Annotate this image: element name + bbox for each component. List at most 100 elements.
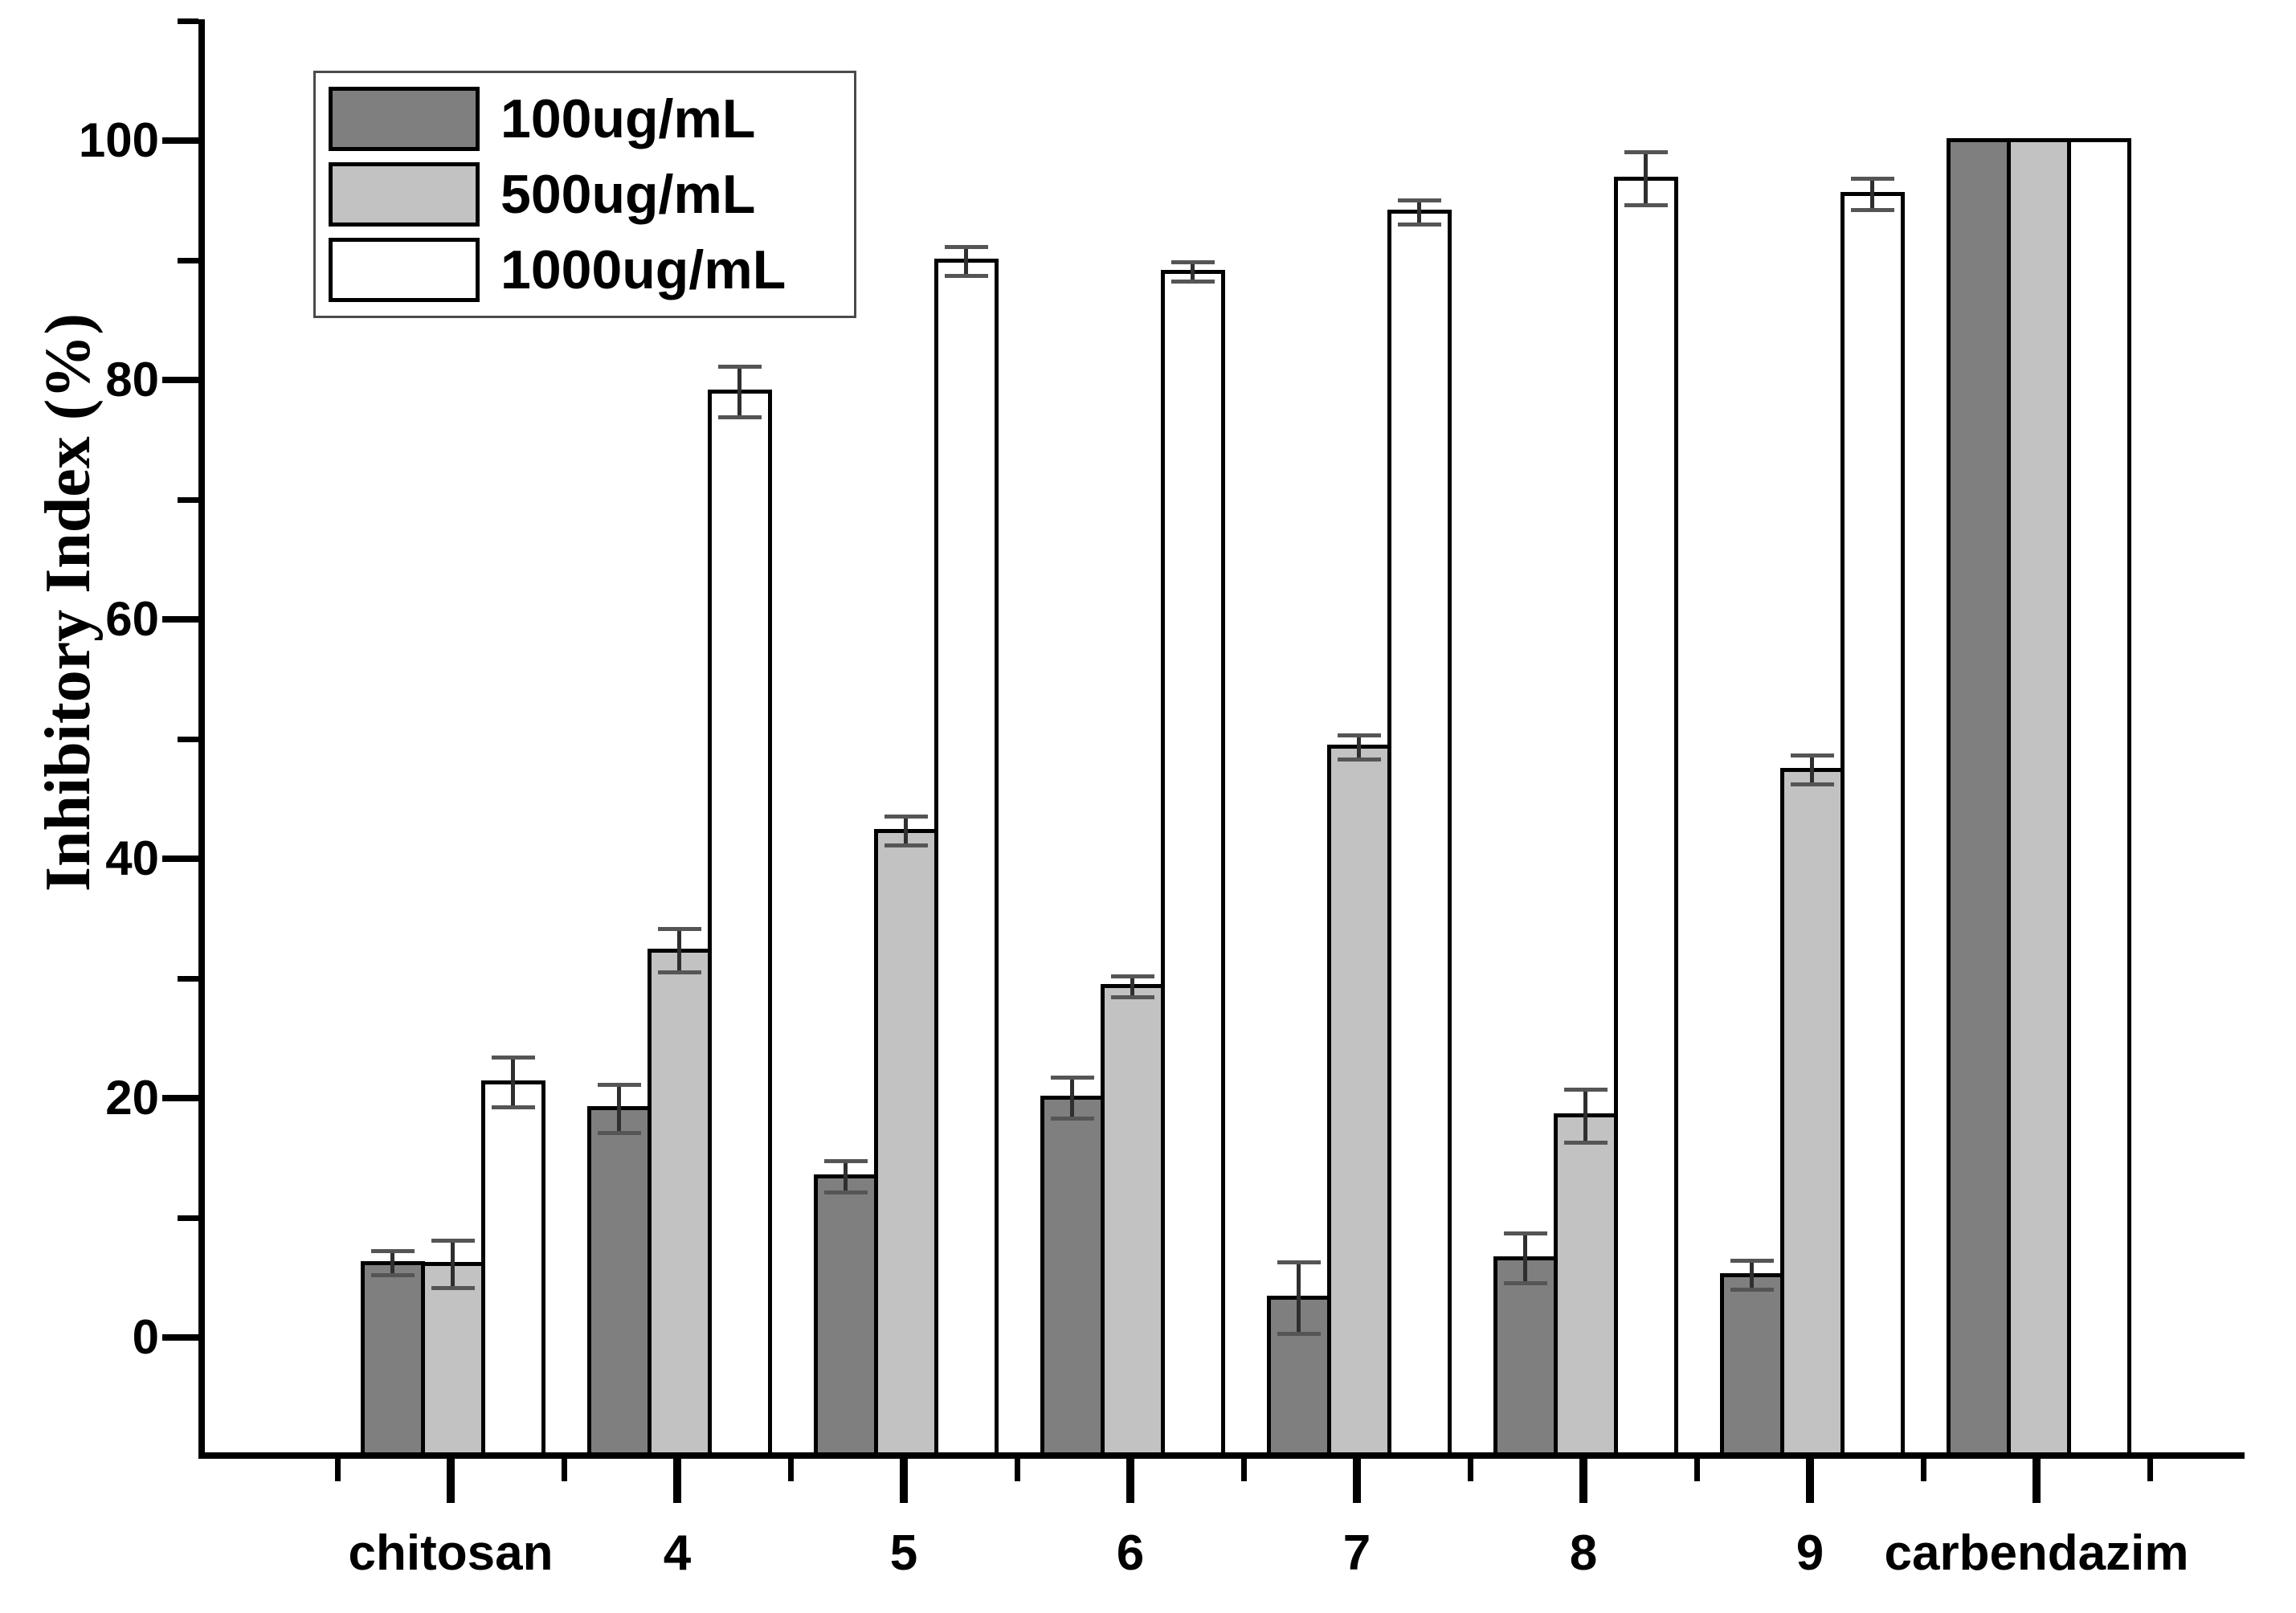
error-bar-line	[617, 1084, 621, 1133]
error-bar-line	[1191, 262, 1195, 282]
error-bar-cap-top	[657, 927, 701, 932]
y-major-tick	[162, 616, 198, 623]
x-minor-tick	[1921, 1459, 1926, 1481]
error-bar-cap-bottom	[1850, 207, 1894, 212]
y-tick-label: 80	[105, 353, 159, 406]
y-major-tick	[162, 1334, 198, 1341]
error-bar-cap-bottom	[1730, 1287, 1774, 1292]
x-major-tick	[673, 1459, 681, 1503]
error-bar-cap-bottom	[944, 273, 988, 278]
x-major-tick	[1353, 1459, 1361, 1503]
error-bar-cap-bottom	[1170, 280, 1215, 284]
x-tick-label-6: 6	[1116, 1525, 1145, 1581]
error-bar-cap-bottom	[1277, 1332, 1321, 1337]
legend-label: 100ug/mL	[500, 88, 756, 149]
x-minor-tick	[788, 1459, 794, 1481]
bar-1000ug/mL-5	[934, 259, 999, 1459]
error-bar-cap-bottom	[1624, 202, 1668, 207]
x-minor-tick	[1015, 1459, 1020, 1481]
bar-100ug/mL-4	[586, 1106, 652, 1459]
error-bar-line	[1750, 1260, 1754, 1290]
x-tick-label-chitosan: chitosan	[348, 1525, 554, 1581]
bar-500ug/mL-7	[1326, 745, 1391, 1459]
error-bar-cap-top	[431, 1238, 475, 1243]
y-major-tick	[162, 856, 198, 862]
error-bar-cap-top	[1503, 1231, 1547, 1235]
error-bar-cap-top	[1170, 260, 1215, 265]
y-minor-tick	[178, 258, 198, 263]
x-axis-line	[198, 1452, 2245, 1459]
bar-1000ug/mL-7	[1387, 210, 1452, 1459]
x-minor-tick	[1241, 1459, 1247, 1481]
x-minor-tick	[1468, 1459, 1473, 1481]
y-major-tick	[162, 137, 198, 144]
x-tick-label-9: 9	[1796, 1525, 1824, 1581]
error-bar-cap-top	[370, 1249, 415, 1254]
error-bar-cap-top	[1624, 150, 1668, 155]
x-major-tick	[1126, 1459, 1134, 1503]
x-tick-label-carbendazim: carbendazim	[1884, 1525, 2189, 1581]
error-bar-line	[844, 1161, 848, 1193]
bar-500ug/mL-6	[1100, 984, 1165, 1459]
error-bar-cap-bottom	[1050, 1116, 1094, 1121]
error-bar-cap-top	[1563, 1088, 1608, 1092]
y-minor-tick	[178, 18, 198, 24]
error-bar-cap-top	[1850, 177, 1894, 182]
error-bar-cap-top	[1337, 733, 1381, 738]
bar-500ug/mL-5	[873, 828, 938, 1459]
legend-row: 100ug/mL	[316, 81, 854, 157]
error-bar-line	[1297, 1262, 1301, 1334]
y-tick-label: 20	[105, 1071, 159, 1125]
y-major-tick	[162, 377, 198, 383]
error-bar-cap-bottom	[823, 1190, 868, 1195]
legend: 100ug/mL 500ug/mL 1000ug/mL	[313, 71, 856, 318]
error-bar-cap-top	[1050, 1076, 1094, 1080]
error-bar-cap-bottom	[491, 1105, 535, 1110]
x-major-tick	[447, 1459, 455, 1503]
x-minor-tick	[2147, 1459, 2153, 1481]
bar-1000ug/mL-6	[1160, 269, 1225, 1459]
x-minor-tick	[562, 1459, 567, 1481]
y-tick-label: 0	[132, 1310, 159, 1364]
x-tick-label-5: 5	[889, 1525, 918, 1581]
error-bar-line	[1644, 152, 1648, 206]
error-bar-cap-bottom	[657, 970, 701, 975]
error-bar-cap-top	[1730, 1259, 1774, 1264]
x-major-tick	[1579, 1459, 1587, 1503]
error-bar-cap-top	[1397, 198, 1441, 202]
error-bar-cap-bottom	[1110, 995, 1154, 1000]
error-bar-line	[1357, 735, 1361, 760]
error-bar-line	[677, 929, 681, 973]
error-bar-line	[1070, 1077, 1074, 1119]
error-bar-cap-bottom	[370, 1273, 415, 1278]
error-bar-line	[1810, 755, 1814, 785]
legend-label: 1000ug/mL	[500, 239, 786, 300]
error-bar-cap-bottom	[717, 414, 762, 419]
error-bar-cap-top	[1790, 753, 1834, 758]
bar-500ug/mL-9	[1779, 767, 1845, 1459]
x-major-tick	[2032, 1459, 2041, 1503]
y-tick-label: 100	[78, 113, 159, 167]
bar-500ug/mL-4	[647, 948, 712, 1459]
x-minor-tick	[1694, 1459, 1700, 1481]
error-bar-cap-top	[491, 1055, 535, 1060]
y-minor-tick	[178, 1215, 198, 1221]
bar-100ug/mL-6	[1040, 1096, 1105, 1459]
bar-1000ug/mL-chitosan	[480, 1080, 545, 1459]
error-bar-line	[511, 1057, 515, 1108]
x-major-tick	[900, 1459, 908, 1503]
error-bar-line	[1417, 200, 1421, 225]
bar-1000ug/mL-9	[1840, 192, 1905, 1459]
x-tick-label-4: 4	[663, 1525, 692, 1581]
bar-100ug/mL-8	[1493, 1256, 1558, 1459]
y-tick-label: 40	[105, 831, 159, 885]
error-bar-line	[904, 816, 908, 846]
y-minor-tick	[178, 497, 198, 503]
error-bar-cap-top	[823, 1159, 868, 1164]
x-minor-tick	[335, 1459, 341, 1481]
error-bar-cap-bottom	[431, 1286, 475, 1291]
legend-swatch-500ugml	[329, 162, 480, 227]
error-bar-cap-bottom	[597, 1130, 641, 1135]
error-bar-cap-top	[944, 245, 988, 250]
